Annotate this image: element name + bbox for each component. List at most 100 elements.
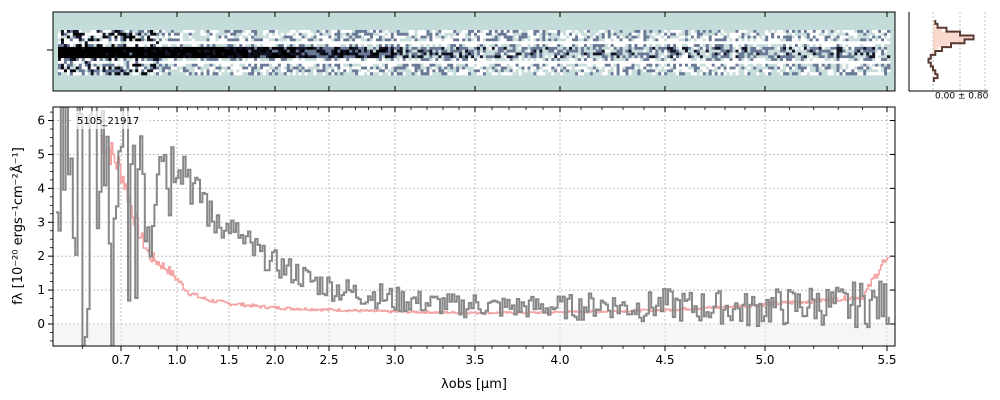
- spectrum-2d-cell: [705, 63, 710, 67]
- spectrum-2d-cell: [768, 32, 772, 36]
- spectrum-2d-cell: [515, 66, 519, 70]
- spectrum-2d-cell: [90, 55, 94, 59]
- spectrum-2d-cell: [741, 35, 745, 39]
- spectrum-2d-cell: [845, 32, 849, 36]
- spectrum-2d-cell: [884, 32, 888, 36]
- spectrum-2d-cell: [233, 38, 237, 42]
- spectrum-2d-cell: [509, 49, 513, 53]
- spectrum-2d-cell: [456, 32, 460, 36]
- spectrum-2d-cell: [286, 72, 291, 76]
- spectrum-2d-cell: [289, 32, 294, 36]
- spectrum-2d-cell: [423, 41, 427, 45]
- spectrum-2d-cell: [771, 66, 775, 70]
- spectrum-2d-cell: [170, 44, 175, 48]
- spectrum-2d-cell: [589, 52, 594, 56]
- spectrum-2d-cell: [364, 49, 368, 53]
- spectrum-2d-cell: [634, 46, 638, 50]
- spectrum-2d-cell: [399, 69, 403, 73]
- spectrum-2d-cell: [607, 52, 611, 56]
- spectrum-2d-cell: [120, 58, 124, 62]
- spectrum-2d-cell: [536, 32, 540, 36]
- spectrum-2d-cell: [367, 41, 371, 45]
- spectrum-2d-cell: [494, 63, 499, 67]
- x-tick-label: 5.5: [877, 353, 896, 367]
- spectrum-2d-cell: [491, 69, 496, 73]
- spectrum-2d-cell: [551, 69, 555, 73]
- spectrum-2d-cell: [242, 35, 246, 39]
- spectrum-2d-cell: [162, 35, 166, 39]
- spectrum-2d-cell: [673, 38, 677, 42]
- spectrum-2d-cell: [830, 63, 834, 67]
- spectrum-2d-cell: [245, 52, 249, 56]
- spectrum-2d-cell: [667, 49, 671, 53]
- spectrum-2d-cell: [866, 60, 870, 65]
- spectrum-2d-cell: [693, 72, 698, 76]
- spectrum-2d-cell: [625, 49, 629, 53]
- spectrum-2d-cell: [274, 38, 279, 42]
- spectrum-2d-cell: [720, 66, 724, 70]
- spectrum-2d-cell: [280, 52, 285, 56]
- spectrum-2d-cell: [753, 63, 757, 67]
- spectrum-2d-cell: [411, 38, 415, 42]
- spectrum-2d-cell: [598, 32, 603, 36]
- spectrum-2d-cell: [866, 32, 870, 36]
- spectrum-2d-cell: [670, 72, 674, 76]
- spectrum-2d-cell: [580, 35, 585, 39]
- spectrum-2d-cell: [173, 60, 178, 65]
- spectrum-2d-cell: [423, 63, 427, 67]
- spectrum-2d-cell: [58, 60, 62, 65]
- spectrum-2d-cell: [370, 32, 374, 36]
- spectrum-2d-cell: [239, 60, 243, 65]
- spectrum-2d-cell: [316, 35, 320, 39]
- spectrum-2d-cell: [200, 38, 204, 42]
- spectrum-2d-cell: [741, 72, 745, 76]
- spectrum-2d-cell: [794, 63, 799, 67]
- spectrum-2d-cell: [99, 55, 103, 59]
- spectrum-2d-cell: [643, 69, 647, 73]
- spectrum-2d-cell: [488, 38, 493, 42]
- spectrum-2d-cell: [589, 72, 594, 76]
- spectrum-2d-cell: [280, 69, 285, 73]
- spectrum-2d-cell: [295, 66, 299, 70]
- spectrum-2d-cell: [756, 41, 760, 45]
- spectrum-2d-cell: [384, 38, 389, 42]
- spectrum-2d-cell: [830, 46, 834, 50]
- spectrum-2d-cell: [355, 32, 359, 36]
- spectrum-2d-cell: [812, 72, 817, 76]
- spectrum-2d-cell: [372, 49, 377, 53]
- spectrum-2d-cell: [99, 72, 103, 76]
- spectrum-2d-cell: [482, 72, 487, 76]
- spectrum-2d-cell: [542, 72, 546, 76]
- spectrum-2d-cell: [797, 38, 802, 42]
- spectrum-2d-cell: [806, 30, 811, 34]
- spectrum-2d-cell: [191, 58, 195, 62]
- spectrum-2d-cell: [839, 63, 843, 67]
- spectrum-2d-cell: [491, 41, 496, 45]
- spectrum-2d-cell: [224, 69, 228, 73]
- spectrum-2d-cell: [242, 46, 246, 50]
- spectrum-2d-cell: [759, 66, 763, 70]
- spectrum-2d-cell: [364, 30, 368, 34]
- spectrum-2d-cell: [176, 49, 181, 53]
- spectrum-2d-cell: [551, 66, 555, 70]
- spectrum-2d-cell: [809, 46, 814, 50]
- spectrum-2d-cell: [426, 49, 430, 53]
- spectrum-2d-cell: [598, 46, 603, 50]
- spectrum-2d-cell: [349, 52, 353, 56]
- spectrum-2d-cell: [777, 30, 781, 34]
- spectrum-2d-cell: [851, 66, 855, 70]
- spectrum-2d-cell: [658, 60, 662, 65]
- spectrum-2d-cell: [687, 58, 692, 62]
- spectrum-2d-cell: [66, 46, 71, 50]
- spectrum-2d-cell: [783, 55, 787, 59]
- spectrum-2d-cell: [274, 69, 279, 73]
- spectrum-2d-cell: [337, 30, 341, 34]
- spectrum-2d-cell: [450, 66, 454, 70]
- spectrum-2d-cell: [245, 32, 249, 36]
- spectrum-2d-cell: [456, 60, 460, 65]
- spectrum-2d-cell: [616, 30, 620, 34]
- spectrum-2d-cell: [185, 58, 190, 62]
- spectrum-2d-cell: [589, 41, 594, 45]
- spectrum-2d-cell: [239, 32, 243, 36]
- spectrum-2d-cell: [209, 58, 213, 62]
